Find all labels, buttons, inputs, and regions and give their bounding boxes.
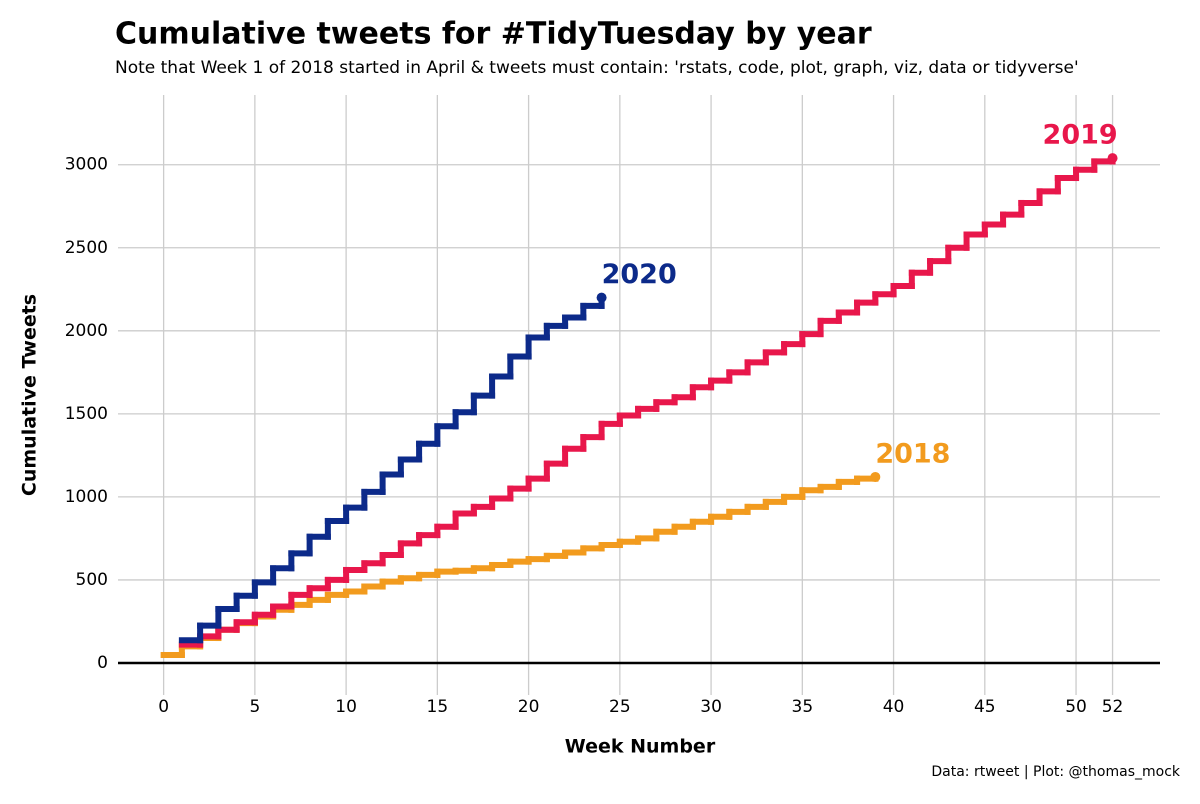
y-tick-label: 3000	[65, 155, 108, 175]
x-tick-label: 40	[883, 697, 905, 717]
x-tick-label: 25	[609, 697, 631, 717]
chart-subtitle: Note that Week 1 of 2018 started in Apri…	[115, 58, 1079, 78]
x-tick-label: 15	[427, 697, 449, 717]
y-axis-label: Cumulative Tweets	[19, 294, 41, 496]
x-tick-label: 30	[700, 697, 722, 717]
x-tick-label: 52	[1102, 697, 1124, 717]
x-tick-label: 50	[1065, 697, 1087, 717]
x-axis-label: Week Number	[565, 736, 716, 758]
chart-title: Cumulative tweets for #TidyTuesday by ye…	[115, 17, 872, 52]
y-tick-label: 2000	[65, 321, 108, 341]
series-label: 2019	[1043, 120, 1118, 151]
x-tick-label: 35	[792, 697, 814, 717]
x-tick-label: 5	[249, 697, 260, 717]
series-label: 2020	[602, 259, 677, 290]
y-tick-label: 500	[76, 570, 108, 590]
x-tick-label: 10	[335, 697, 357, 717]
series-label: 2018	[875, 438, 950, 469]
y-tick-label: 1500	[65, 404, 108, 424]
y-tick-label: 1000	[65, 487, 108, 507]
end-point	[596, 292, 607, 303]
end-point	[1107, 153, 1118, 164]
y-tick-label: 0	[97, 653, 108, 673]
y-tick-label: 2500	[65, 238, 108, 258]
end-point	[870, 471, 881, 482]
x-tick-label: 20	[518, 697, 540, 717]
x-tick-label: 45	[974, 697, 996, 717]
x-tick-label: 0	[158, 697, 169, 717]
caption: Data: rtweet | Plot: @thomas_mock	[931, 764, 1181, 780]
